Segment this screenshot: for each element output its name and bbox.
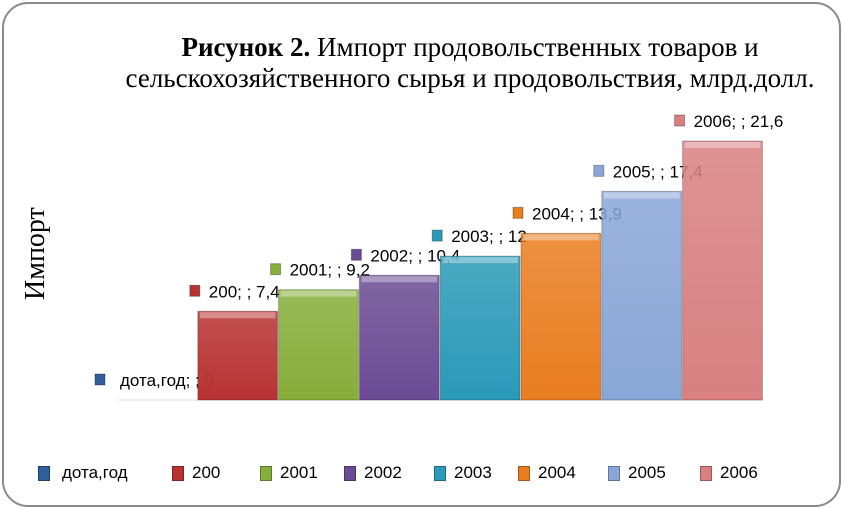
legend-label: дота,год	[62, 463, 128, 482]
legend-item: 2004	[518, 463, 576, 483]
data-label: 2002; ; 10,4	[370, 246, 460, 265]
data-label-marker	[350, 248, 362, 261]
legend-item: 2005	[608, 463, 666, 483]
bar-highlight	[361, 276, 438, 283]
data-label: 2003; ; 12	[451, 227, 527, 246]
legend-label: 2002	[364, 463, 402, 482]
bar-highlight	[442, 257, 518, 264]
bar-highlight	[603, 192, 680, 199]
bar-2005	[601, 190, 683, 401]
bar-highlight	[199, 312, 276, 319]
legend-label: 2005	[628, 463, 666, 482]
legend-item: 2002	[344, 463, 402, 483]
bar-2003	[439, 255, 521, 401]
legend-swatch	[344, 465, 356, 481]
data-label-marker	[94, 373, 106, 386]
legend-label: 2006	[720, 463, 758, 482]
data-label-marker	[270, 263, 282, 276]
data-label: дота,год; ; 0	[120, 371, 214, 390]
data-label: 2005; ; 17,4	[613, 162, 703, 181]
data-label: 200; ; 7,4	[209, 282, 280, 301]
title-text: Импорт продовольственных товаров и сельс…	[125, 32, 815, 93]
data-label: 2001; ; 9,2	[290, 261, 370, 280]
data-label-marker	[674, 114, 686, 127]
bar-2001	[278, 289, 359, 401]
legend-item: 2001	[260, 463, 318, 483]
legend-swatch	[608, 465, 620, 481]
data-label: 2004; ; 13,9	[532, 204, 622, 223]
bar-2002	[358, 274, 440, 401]
legend-swatch	[518, 465, 530, 481]
legend-item: 2003	[434, 463, 492, 483]
data-label-marker	[431, 229, 443, 242]
bar-highlight	[280, 290, 357, 297]
data-label-marker	[512, 206, 524, 219]
bar-2006	[682, 140, 763, 401]
legend-label: 200	[192, 463, 221, 482]
legend-label: 2001	[280, 463, 318, 482]
chart-title: Рисунок 2. Импорт продовольственных това…	[120, 32, 820, 94]
legend-swatch	[700, 465, 712, 481]
data-label-marker	[189, 284, 201, 297]
legend-label: 2004	[538, 463, 576, 482]
legend-label: 2003	[454, 463, 492, 482]
legend-swatch	[434, 465, 446, 481]
legend-swatch	[172, 465, 184, 481]
bar-2004	[520, 232, 602, 401]
legend-swatch	[38, 465, 50, 481]
legend-item: дота,год	[38, 463, 128, 483]
bar-highlight	[684, 142, 761, 148]
bar-highlight	[523, 234, 599, 241]
legend-item: 200	[172, 463, 220, 483]
bar-200	[197, 310, 279, 401]
legend-item: 2006	[700, 463, 758, 483]
data-label: 2006; ; 21,6	[694, 112, 784, 131]
data-label-marker	[593, 164, 605, 177]
legend-swatch	[260, 465, 272, 481]
title-bold: Рисунок 2.	[181, 32, 311, 62]
